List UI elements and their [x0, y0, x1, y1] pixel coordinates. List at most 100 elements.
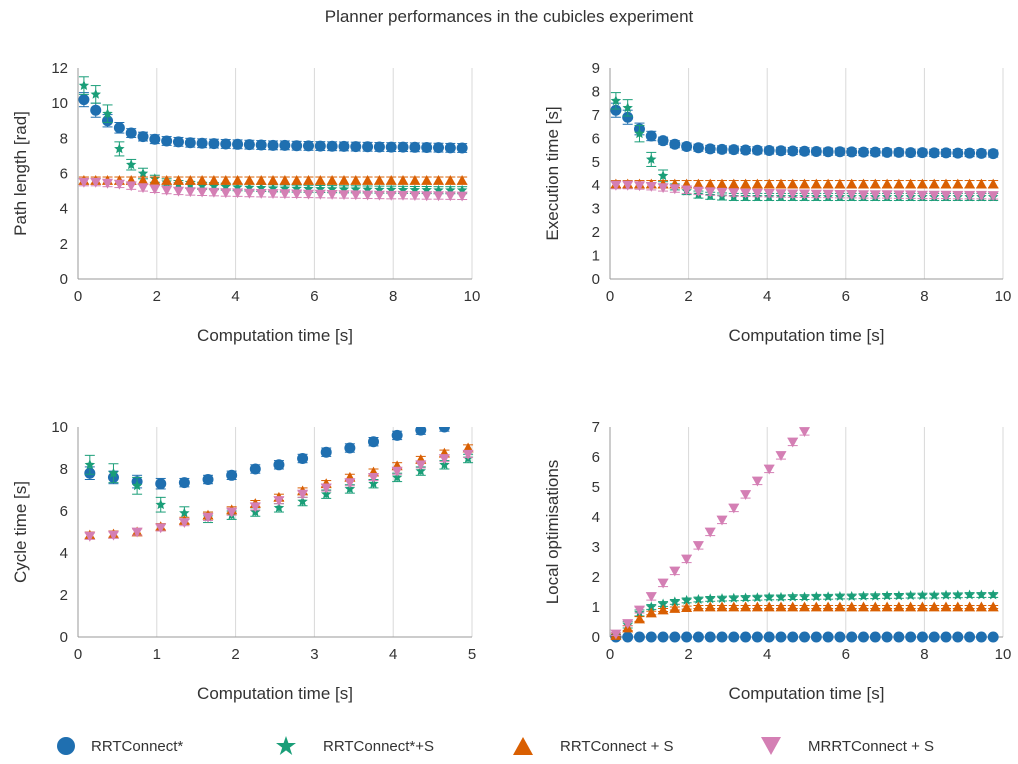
series-rrtconnect-s: [610, 178, 999, 189]
data-point-rrtconnect-s: [137, 175, 149, 185]
data-point-mrrtconnect-s: [740, 188, 752, 199]
y-axis-label: Path length [rad]: [11, 111, 30, 236]
data-point-mrrtconnect-s: [822, 189, 834, 200]
data-point-rrtconnect-star-s: [297, 496, 308, 506]
x-tick-label: 8: [920, 646, 928, 663]
x-tick-label: 6: [842, 288, 850, 305]
data-point-rrtconnect-s: [940, 178, 952, 189]
data-point-rrtconnect-s: [799, 601, 810, 612]
data-point-rrtconnect-star-s: [822, 591, 834, 602]
data-point-rrtconnect-star: [645, 631, 657, 643]
data-point-rrtconnect-star: [255, 139, 267, 151]
data-point-mrrtconnect-s: [975, 190, 987, 201]
data-point-rrtconnect-star: [669, 138, 681, 150]
x-tick-label: 0: [74, 646, 82, 663]
data-point-rrtconnect-s: [716, 178, 728, 189]
data-point-rrtconnect-star: [178, 477, 190, 489]
data-point-rrtconnect-star: [208, 138, 220, 150]
data-point-rrtconnect-s: [905, 178, 917, 189]
data-point-rrtconnect-star: [704, 631, 716, 643]
data-point-mrrtconnect-s: [226, 507, 238, 518]
legend-label: RRTConnect*: [91, 737, 184, 755]
data-point-mrrtconnect-s: [610, 180, 622, 191]
data-point-rrtconnect-star-s: [893, 590, 905, 601]
data-point-rrtconnect-s: [810, 601, 822, 612]
data-point-rrtconnect-s: [928, 601, 940, 612]
data-point-mrrtconnect-s: [634, 181, 645, 192]
data-point-rrtconnect-star: [415, 427, 427, 436]
x-tick-label: 6: [842, 646, 850, 663]
data-point-rrtconnect-star: [409, 141, 421, 153]
data-point-mrrtconnect-s: [763, 189, 775, 199]
plot-area: [610, 92, 999, 202]
data-point-rrtconnect-s: [810, 178, 822, 189]
plot-area: [84, 427, 474, 542]
data-point-rrtconnect-star: [810, 145, 822, 157]
data-point-rrtconnect-s: [243, 175, 255, 185]
data-point-rrtconnect-star-s: [763, 591, 775, 602]
series-rrtconnect-star: [610, 102, 999, 160]
data-point-mrrtconnect-s: [846, 190, 858, 200]
data-point-mrrtconnect-s: [462, 449, 474, 460]
y-tick-label: 2: [592, 569, 600, 586]
data-point-rrtconnect-s: [846, 178, 858, 189]
data-point-rrtconnect-star-s: [728, 592, 739, 603]
data-point-rrtconnect-s: [409, 175, 421, 185]
data-point-mrrtconnect-s: [243, 188, 255, 199]
data-point-mrrtconnect-s: [728, 188, 740, 199]
data-point-mrrtconnect-s: [881, 190, 893, 201]
data-point-rrtconnect-star: [834, 146, 846, 158]
data-point-rrtconnect-star-s: [976, 589, 987, 600]
data-point-rrtconnect-star: [916, 631, 928, 643]
x-tick-label: 10: [995, 288, 1012, 305]
data-point-rrtconnect-star: [834, 631, 846, 643]
data-point-rrtconnect-star: [444, 142, 456, 154]
data-point-rrtconnect-s: [303, 175, 314, 185]
data-point-rrtconnect-s: [669, 603, 681, 613]
y-tick-label: 0: [60, 629, 68, 646]
data-point-mrrtconnect-s: [303, 189, 314, 200]
data-point-mrrtconnect-s: [775, 451, 787, 461]
data-point-rrtconnect-star: [869, 631, 881, 643]
data-point-rrtconnect-star: [279, 139, 291, 151]
data-point-rrtconnect-star: [740, 144, 752, 156]
data-point-rrtconnect-s: [728, 601, 740, 612]
data-point-rrtconnect-star: [704, 143, 716, 155]
triangle-up-marker-icon: [513, 737, 533, 755]
data-point-rrtconnect-star: [964, 147, 976, 159]
data-point-rrtconnect-star: [172, 136, 184, 148]
data-point-mrrtconnect-s: [125, 181, 137, 192]
data-point-mrrtconnect-s: [444, 191, 456, 202]
data-point-mrrtconnect-s: [740, 490, 752, 500]
data-point-rrtconnect-s: [834, 178, 846, 189]
data-point-rrtconnect-s: [869, 178, 881, 189]
data-point-rrtconnect-star: [338, 140, 350, 152]
data-point-rrtconnect-s: [433, 175, 444, 185]
data-point-mrrtconnect-s: [645, 592, 657, 602]
x-tick-label: 4: [763, 288, 771, 305]
x-tick-label: 5: [468, 646, 476, 663]
y-tick-label: 5: [592, 479, 600, 496]
data-point-rrtconnect-star: [940, 631, 952, 643]
data-point-rrtconnect-s: [692, 178, 704, 189]
y-tick-label: 4: [592, 177, 600, 194]
data-point-rrtconnect-star-s: [126, 159, 137, 170]
y-axis-label: Execution time [s]: [543, 106, 562, 240]
data-point-rrtconnect-star: [692, 631, 704, 643]
data-point-mrrtconnect-s: [905, 190, 917, 201]
series-rrtconnect-star: [78, 92, 468, 154]
data-point-rrtconnect-star: [302, 140, 314, 152]
data-point-rrtconnect-s: [149, 175, 161, 185]
data-point-rrtconnect-star: [822, 631, 834, 643]
data-point-rrtconnect-s: [362, 175, 374, 185]
data-point-rrtconnect-star: [137, 131, 149, 143]
series-rrtconnect-star-s: [84, 453, 474, 524]
data-point-rrtconnect-star: [987, 148, 999, 160]
data-point-rrtconnect-star: [391, 429, 403, 441]
data-point-rrtconnect-s: [881, 178, 893, 189]
data-point-rrtconnect-star-s: [273, 502, 285, 513]
data-point-rrtconnect-star: [975, 147, 987, 159]
data-point-rrtconnect-s: [161, 175, 173, 185]
data-point-rrtconnect-s: [787, 178, 799, 189]
